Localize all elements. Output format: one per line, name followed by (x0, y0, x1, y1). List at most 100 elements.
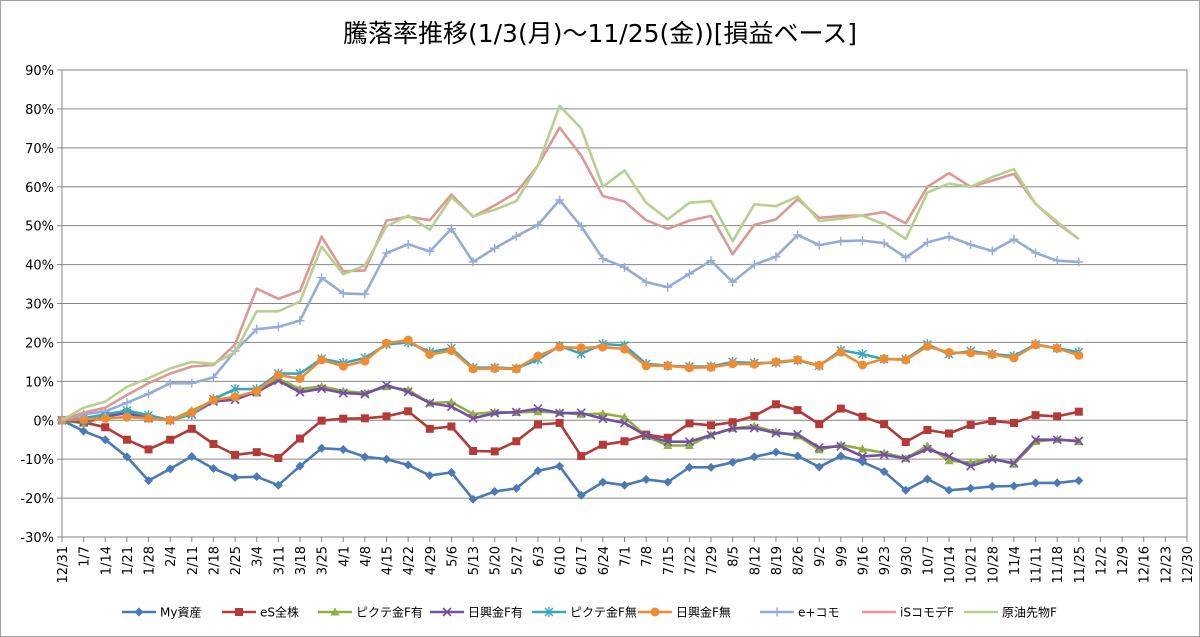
x-tick-label: 5/13 (467, 546, 482, 575)
data-point (771, 400, 780, 409)
data-point (814, 360, 824, 370)
legend-item: My資産 (122, 605, 201, 620)
data-point (338, 444, 348, 454)
data-point (814, 445, 824, 454)
data-point (836, 404, 845, 413)
data-point (382, 248, 392, 258)
data-point (620, 344, 629, 354)
data-point (901, 438, 910, 447)
data-point (317, 416, 326, 425)
data-point (814, 442, 824, 453)
data-point (663, 441, 673, 450)
data-point (425, 349, 435, 359)
data-point (425, 471, 435, 481)
data-point (750, 411, 759, 420)
data-point (295, 461, 305, 471)
data-point (620, 262, 629, 272)
data-point (490, 447, 499, 456)
data-point (468, 494, 478, 504)
x-tick-label: 9/9 (835, 546, 850, 567)
data-point (231, 450, 240, 459)
x-tick-label: 4/15 (381, 546, 396, 575)
data-point (469, 446, 478, 455)
data-point (382, 338, 392, 348)
data-point (857, 360, 867, 370)
data-point (468, 413, 478, 423)
chart-title: 騰落率推移(1/3(月)～11/25(金))[損益ベース] (342, 19, 858, 48)
data-point (1074, 257, 1084, 267)
data-point (641, 361, 651, 371)
legend-marker (772, 607, 782, 617)
legend-label: ピクテ金F無 (570, 605, 637, 620)
data-point (533, 220, 543, 230)
data-point (79, 414, 89, 424)
y-tick-label: 50% (25, 220, 54, 235)
gridlines (61, 69, 1188, 538)
data-point (122, 435, 131, 444)
data-point (793, 451, 803, 461)
data-point (706, 430, 716, 440)
legend-item: iSコモデF (862, 605, 954, 620)
data-point (987, 246, 997, 256)
x-tick-label: 11/25 (1073, 546, 1088, 583)
data-point (166, 435, 175, 444)
axes: -30% -20% -10% 0% 10% 20% 30% 40% 50% 60% 70% 80% 90… (20, 64, 1196, 583)
data-point (576, 343, 586, 353)
y-tick-label: 90% (25, 64, 54, 79)
data-point (555, 461, 565, 471)
data-point (403, 239, 413, 249)
data-point (360, 414, 369, 423)
data-point (100, 435, 110, 445)
series-2 (57, 374, 1084, 468)
data-point (468, 364, 478, 374)
x-tick-label: 1/21 (121, 546, 136, 575)
legend-label: My資産 (160, 605, 201, 620)
data-point (771, 428, 781, 438)
data-point (836, 451, 846, 461)
data-point (684, 363, 694, 373)
data-point (360, 356, 370, 366)
data-point (533, 351, 543, 361)
legend-marker (235, 608, 243, 616)
data-point (879, 450, 889, 460)
y-tick-label: -10% (20, 453, 54, 468)
x-tick-label: 9/16 (856, 546, 871, 575)
data-point (749, 423, 759, 433)
series-line (61, 377, 1079, 466)
data-point (208, 395, 218, 405)
data-point (446, 467, 456, 477)
data-point (944, 451, 954, 462)
data-point (165, 415, 175, 425)
data-point (922, 237, 932, 247)
data-point (728, 359, 738, 369)
data-point (771, 447, 781, 457)
x-tick-label: 6/3 (532, 546, 547, 567)
x-tick-label: 4/8 (359, 546, 374, 567)
data-point (598, 477, 608, 487)
x-tick-label: 10/21 (965, 546, 980, 583)
data-point (901, 253, 911, 263)
x-tick-label: 12/23 (1159, 546, 1174, 583)
data-point (317, 384, 327, 394)
data-point (1009, 458, 1019, 468)
data-point (490, 486, 500, 496)
y-tick-label: -20% (20, 492, 54, 507)
data-point (663, 477, 673, 487)
legend-label: iSコモデF (900, 605, 954, 620)
data-point (836, 236, 846, 246)
data-point (684, 269, 694, 279)
data-point (598, 414, 608, 424)
data-point (555, 342, 565, 352)
series-line (61, 338, 1080, 422)
data-point (749, 260, 759, 270)
data-point (598, 254, 608, 264)
data-point (425, 246, 435, 256)
data-point (490, 408, 500, 418)
data-point (533, 420, 542, 429)
data-point (576, 490, 586, 500)
data-point (663, 361, 673, 371)
data-point (836, 441, 846, 451)
x-tick-label: 12/31 (56, 546, 71, 583)
x-tick-label: 12/16 (1138, 546, 1153, 583)
